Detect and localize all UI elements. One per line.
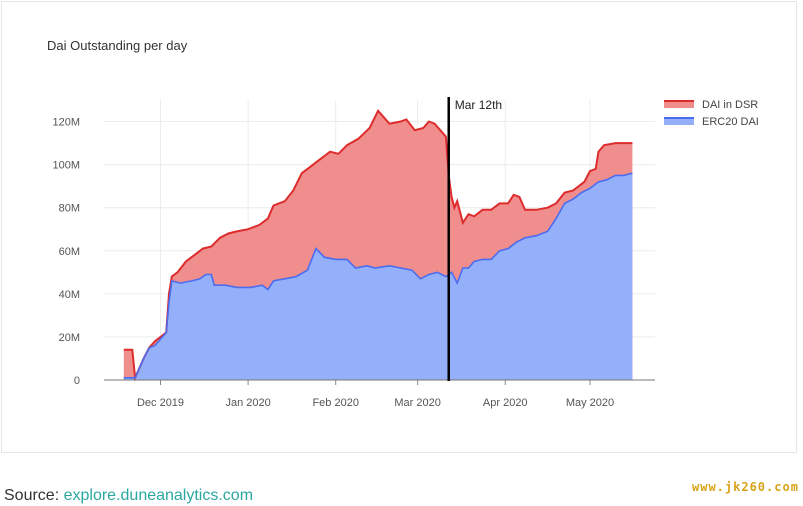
- watermark: www.jk260.com: [692, 480, 799, 494]
- line-dai-in-dsr: [123, 109, 633, 382]
- y-tick-label: 40M: [59, 289, 80, 301]
- x-tick-label: Apr 2020: [483, 397, 528, 409]
- x-tick-label: Jan 2020: [225, 397, 270, 409]
- source-credit: Source: explore.duneanalytics.com: [4, 487, 253, 505]
- y-tick-label: 100M: [52, 160, 80, 172]
- legend-swatch: [664, 100, 694, 108]
- x-tick-label: Mar 2020: [394, 397, 440, 409]
- area-erc20-dai: [123, 173, 633, 380]
- line-erc20-dai: [123, 172, 633, 379]
- y-tick-label: 20M: [59, 332, 80, 344]
- y-tick-label: 80M: [59, 203, 80, 215]
- chart-title: Dai Outstanding per day: [47, 38, 188, 53]
- legend[interactable]: DAI in DSR ERC20 DAI: [664, 99, 759, 128]
- x-tick-label: May 2020: [566, 397, 614, 409]
- legend-label: DAI in DSR: [702, 99, 758, 111]
- source-link[interactable]: explore.duneanalytics.com: [63, 487, 254, 504]
- legend-swatch: [664, 117, 694, 125]
- x-tick-label: Dec 2019: [137, 397, 184, 409]
- source-prefix: Source:: [4, 487, 64, 504]
- annotation-label: Mar 12th: [455, 98, 502, 112]
- x-tick-label: Feb 2020: [312, 397, 358, 409]
- legend-label: ERC20 DAI: [702, 116, 759, 128]
- y-tick-label: 0: [74, 375, 80, 387]
- axis-layer: 0 20M 40M 60M 80M 100M 120M Dec 2019 Jan 2020 Feb…: [52, 117, 655, 409]
- annotation-layer: Mar 12th: [447, 97, 502, 381]
- area-layer: [123, 109, 633, 382]
- y-tick-label: 120M: [52, 117, 80, 129]
- y-tick-label: 60M: [59, 246, 80, 258]
